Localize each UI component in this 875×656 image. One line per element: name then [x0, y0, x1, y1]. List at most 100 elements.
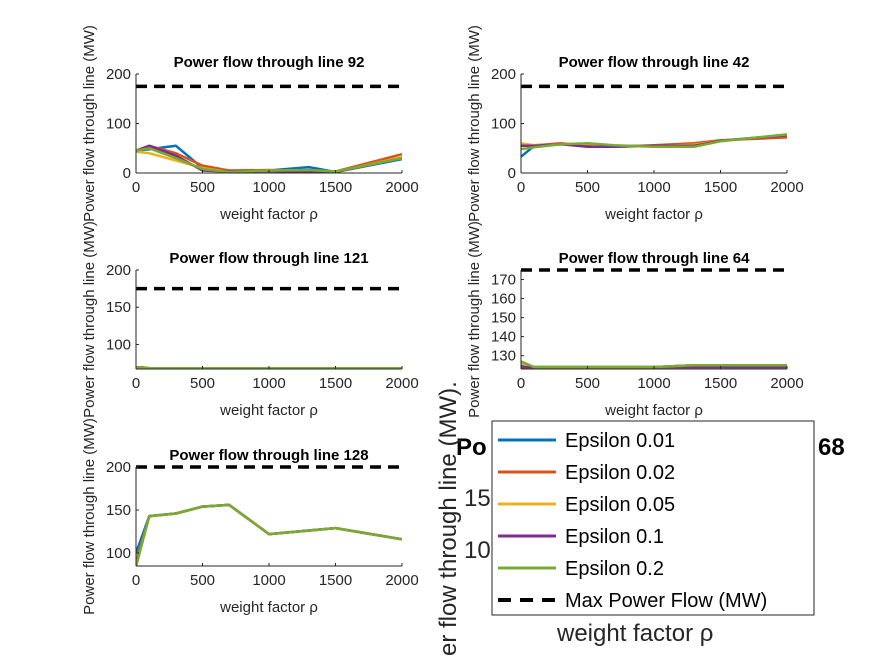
- legend-entry: Epsilon 0.02: [498, 462, 675, 484]
- y-axis-label: Power flow through line (MW): [81, 221, 98, 418]
- legend-entry: Epsilon 0.1: [498, 526, 664, 548]
- x-tick-label: 500: [190, 375, 215, 392]
- legend-box: [491, 420, 815, 616]
- background-xlabel: weight factor ρ: [556, 620, 713, 647]
- y-tick-label: 150: [106, 502, 131, 519]
- y-axis-label: Power flow through line (MW): [81, 25, 98, 222]
- x-axis-label: weight factor ρ: [604, 402, 703, 419]
- y-tick-label: 200: [106, 262, 131, 279]
- background-title-right: 68: [818, 434, 845, 461]
- subplot-3: 0 500 1000 1500 2000 100 150 200 Power flow thro…: [81, 221, 419, 419]
- subplot-title: Power flow through line 42: [559, 54, 750, 71]
- legend-entry: Epsilon 0.2: [498, 558, 664, 580]
- x-tick-label: 500: [575, 179, 600, 196]
- series-line-epsilon-0-2: [136, 366, 402, 369]
- subplot-title: Power flow through line 121: [169, 250, 368, 267]
- x-tick-label: 0: [132, 179, 140, 196]
- y-axis-label: Power flow through line (MW): [81, 418, 98, 615]
- y-tick-label: 200: [106, 459, 131, 476]
- legend-label: Max Power Flow (MW): [565, 590, 767, 612]
- x-tick-label: 0: [517, 375, 525, 392]
- x-axis-label: weight factor ρ: [604, 206, 703, 223]
- y-tick-label: 150: [106, 299, 131, 316]
- x-tick-label: 500: [190, 179, 215, 196]
- series-group: [521, 133, 787, 158]
- x-tick-label: 500: [575, 375, 600, 392]
- legend-label: Epsilon 0.05: [565, 494, 675, 516]
- x-tick-label: 2000: [770, 179, 803, 196]
- legend-entry: Max Power Flow (MW): [498, 590, 767, 612]
- legend-entry: Epsilon 0.05: [498, 494, 675, 516]
- x-tick-label: 2000: [385, 572, 418, 589]
- subplot-title: Power flow through line 92: [174, 54, 365, 71]
- y-tick-label: 100: [106, 336, 131, 353]
- y-tick-label: 100: [106, 116, 131, 133]
- x-tick-label: 2000: [385, 375, 418, 392]
- series-group: [136, 503, 402, 566]
- subplot-4: 0 500 1000 1500 2000 130 140 150 160 170 Power flo…: [466, 221, 804, 419]
- background-tick-150: 15: [464, 485, 491, 512]
- legend-label: Epsilon 0.2: [565, 558, 664, 580]
- plot-area: [136, 467, 402, 566]
- y-tick-label: 200: [106, 66, 131, 83]
- x-tick-label: 0: [517, 179, 525, 196]
- series-line-epsilon-0-2: [521, 133, 787, 151]
- series-line-epsilon-0-2: [521, 360, 787, 369]
- x-axis-label: weight factor ρ: [219, 206, 318, 223]
- y-tick-label: 200: [491, 66, 516, 83]
- legend-label: Epsilon 0.1: [565, 526, 664, 548]
- background-tick-100: 10: [464, 537, 491, 564]
- x-tick-label: 1000: [252, 375, 285, 392]
- x-axis-label: weight factor ρ: [219, 402, 318, 419]
- x-tick-label: 2000: [770, 375, 803, 392]
- y-tick-label: 100: [491, 116, 516, 133]
- x-tick-label: 1500: [319, 572, 352, 589]
- legend: Epsilon 0.01 Epsilon 0.02 Epsilon 0.05 Epsi…: [491, 420, 815, 616]
- subplot-title: Power flow through line 128: [169, 447, 368, 464]
- y-tick-label: 160: [491, 291, 516, 308]
- background-title-left: Po: [456, 434, 487, 461]
- series-line-epsilon-0-2: [136, 147, 402, 173]
- subplot-5: 0 500 1000 1500 2000 100 150 200 Power flow thro…: [81, 418, 419, 616]
- x-tick-label: 1500: [704, 179, 737, 196]
- x-tick-label: 1000: [637, 179, 670, 196]
- subplot-1: 0 500 1000 1500 2000 0 100 200 Power flow throug…: [81, 25, 419, 223]
- series-group: [521, 360, 787, 369]
- x-tick-label: 1500: [704, 375, 737, 392]
- legend-label: Epsilon 0.01: [565, 430, 675, 452]
- y-tick-label: 100: [106, 545, 131, 562]
- y-tick-label: 170: [491, 272, 516, 289]
- series-group: [136, 366, 402, 369]
- x-tick-label: 1500: [319, 179, 352, 196]
- series-line-epsilon-0-2: [136, 503, 402, 566]
- subplot-title: Power flow through line 64: [559, 250, 751, 267]
- y-axis-label: Power flow through line (MW): [466, 25, 483, 222]
- legend-entries: Epsilon 0.01 Epsilon 0.02 Epsilon 0.05 Epsi…: [498, 430, 767, 612]
- background-ylabel: er flow through line (MW).: [435, 381, 462, 656]
- x-tick-label: 0: [132, 572, 140, 589]
- plot-area: [521, 270, 787, 369]
- y-axis-label: Power flow through line (MW): [466, 221, 483, 418]
- x-tick-label: 2000: [385, 179, 418, 196]
- y-tick-label: 0: [508, 165, 516, 182]
- plot-area: [521, 74, 787, 173]
- x-tick-label: 1000: [637, 375, 670, 392]
- x-tick-label: 0: [132, 375, 140, 392]
- y-tick-label: 150: [491, 310, 516, 327]
- x-axis-label: weight factor ρ: [219, 599, 318, 616]
- y-tick-label: 140: [491, 329, 516, 346]
- legend-entry: Epsilon 0.01: [498, 430, 675, 452]
- x-tick-label: 1500: [319, 375, 352, 392]
- background-axis: Po 68 15 10 er flow through line (MW). w…: [435, 381, 845, 656]
- series-group: [136, 144, 402, 173]
- y-tick-label: 130: [491, 348, 516, 365]
- x-tick-label: 500: [190, 572, 215, 589]
- y-tick-label: 0: [123, 165, 131, 182]
- plot-area: [136, 270, 402, 369]
- x-tick-label: 1000: [252, 572, 285, 589]
- legend-label: Epsilon 0.02: [565, 462, 675, 484]
- x-tick-label: 1000: [252, 179, 285, 196]
